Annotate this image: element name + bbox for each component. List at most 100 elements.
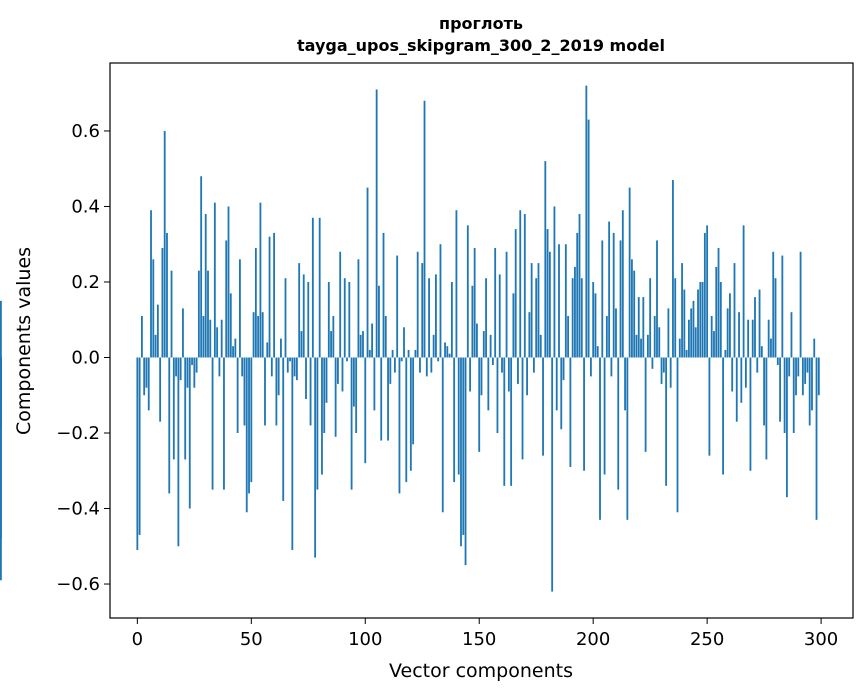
x-tick-label: 250 bbox=[690, 629, 724, 650]
bar-231 bbox=[662, 357, 665, 373]
bar-116 bbox=[400, 357, 403, 362]
bar-132 bbox=[437, 357, 440, 362]
bar-2 bbox=[141, 315, 143, 358]
bar-188 bbox=[564, 244, 567, 358]
bar-205 bbox=[603, 357, 606, 475]
bar-184 bbox=[555, 357, 558, 411]
bar-289 bbox=[795, 357, 797, 396]
bar-145 bbox=[466, 225, 469, 358]
bar-73 bbox=[302, 274, 305, 358]
bar-47 bbox=[243, 357, 246, 426]
bar-7 bbox=[152, 259, 155, 358]
bar-185 bbox=[558, 244, 560, 358]
bar-170 bbox=[523, 214, 526, 358]
bar-176 bbox=[537, 263, 540, 358]
bar-212 bbox=[619, 240, 622, 358]
y-tick-label: 0.6 bbox=[71, 121, 100, 142]
bar-19 bbox=[179, 357, 182, 381]
bar-89 bbox=[339, 251, 342, 358]
bar-161 bbox=[503, 357, 506, 486]
bar-194 bbox=[578, 214, 581, 358]
bar-153 bbox=[485, 278, 487, 358]
bar-94 bbox=[350, 357, 353, 490]
bar-246 bbox=[697, 289, 699, 358]
bar-72 bbox=[300, 331, 303, 358]
bar-267 bbox=[744, 357, 747, 388]
bar-230 bbox=[660, 357, 663, 384]
bar-37 bbox=[220, 319, 223, 358]
x-tick-label: 300 bbox=[804, 629, 838, 650]
bar-271 bbox=[754, 297, 756, 358]
bar-undefined bbox=[0, 300, 2, 358]
bar-293 bbox=[804, 357, 807, 384]
y-axis-label: Components values bbox=[13, 247, 35, 435]
bar-23 bbox=[188, 357, 191, 509]
bar-40 bbox=[227, 206, 230, 358]
bar-245 bbox=[694, 327, 697, 358]
bar-225 bbox=[649, 278, 652, 358]
bar-63 bbox=[280, 338, 282, 358]
bar-122 bbox=[414, 349, 417, 358]
bar-150 bbox=[478, 357, 481, 452]
bar-1 bbox=[138, 357, 141, 535]
bar-237 bbox=[676, 357, 679, 513]
bar-174 bbox=[533, 357, 535, 373]
bar-285 bbox=[785, 357, 788, 498]
bar-32 bbox=[209, 319, 212, 358]
bar-294 bbox=[806, 357, 809, 373]
bar-13 bbox=[166, 232, 168, 358]
bar-196 bbox=[583, 357, 585, 471]
bar-274 bbox=[760, 346, 763, 358]
bar-270 bbox=[751, 319, 754, 358]
bar-98 bbox=[359, 334, 362, 358]
bar-62 bbox=[277, 357, 280, 396]
bar-129 bbox=[430, 357, 433, 373]
bar-58 bbox=[268, 236, 271, 358]
bar-14 bbox=[168, 357, 171, 494]
bar-35 bbox=[216, 327, 219, 358]
bar-249 bbox=[703, 232, 706, 358]
bar-27 bbox=[197, 270, 200, 358]
bar-99 bbox=[362, 331, 364, 358]
x-tick-label: 200 bbox=[576, 629, 610, 650]
bar-15 bbox=[170, 270, 173, 358]
bar-146 bbox=[469, 357, 472, 392]
bar-167 bbox=[517, 357, 519, 384]
bar-48 bbox=[245, 357, 248, 513]
bar-261 bbox=[731, 357, 734, 392]
y-axis-ticks: −0.6 −0.4 −0.2 0.0 0.2 0.4 0.6 bbox=[56, 121, 110, 595]
bar-162 bbox=[505, 251, 508, 358]
bar-281 bbox=[776, 357, 779, 366]
bar-221 bbox=[640, 338, 642, 358]
bar-134 bbox=[441, 357, 444, 513]
bar-209 bbox=[612, 232, 615, 358]
bar-undefined bbox=[0, 357, 2, 403]
bar-17 bbox=[175, 357, 177, 377]
bar-241 bbox=[685, 349, 688, 358]
bar-117 bbox=[403, 327, 405, 358]
bar-90 bbox=[341, 357, 344, 392]
bar-266 bbox=[742, 225, 745, 358]
bar-20 bbox=[182, 308, 184, 358]
bar-0 bbox=[136, 357, 139, 551]
bar-104 bbox=[373, 357, 376, 411]
bar-111 bbox=[389, 357, 392, 384]
bar-97 bbox=[357, 259, 360, 358]
bar-108 bbox=[382, 232, 385, 358]
bar-87 bbox=[334, 357, 337, 437]
bar-60 bbox=[273, 232, 276, 358]
bar-44 bbox=[236, 357, 239, 433]
bar-238 bbox=[678, 338, 681, 358]
bar-139 bbox=[453, 357, 456, 483]
bar-41 bbox=[229, 293, 232, 358]
bar-235 bbox=[672, 180, 674, 358]
bar-96 bbox=[355, 357, 358, 433]
bar-171 bbox=[526, 357, 528, 396]
bar-82 bbox=[323, 357, 326, 433]
bar-50 bbox=[250, 357, 253, 483]
bar-239 bbox=[681, 263, 683, 358]
bar-135 bbox=[444, 342, 446, 358]
bar-107 bbox=[380, 357, 383, 441]
bar-199 bbox=[589, 357, 592, 377]
